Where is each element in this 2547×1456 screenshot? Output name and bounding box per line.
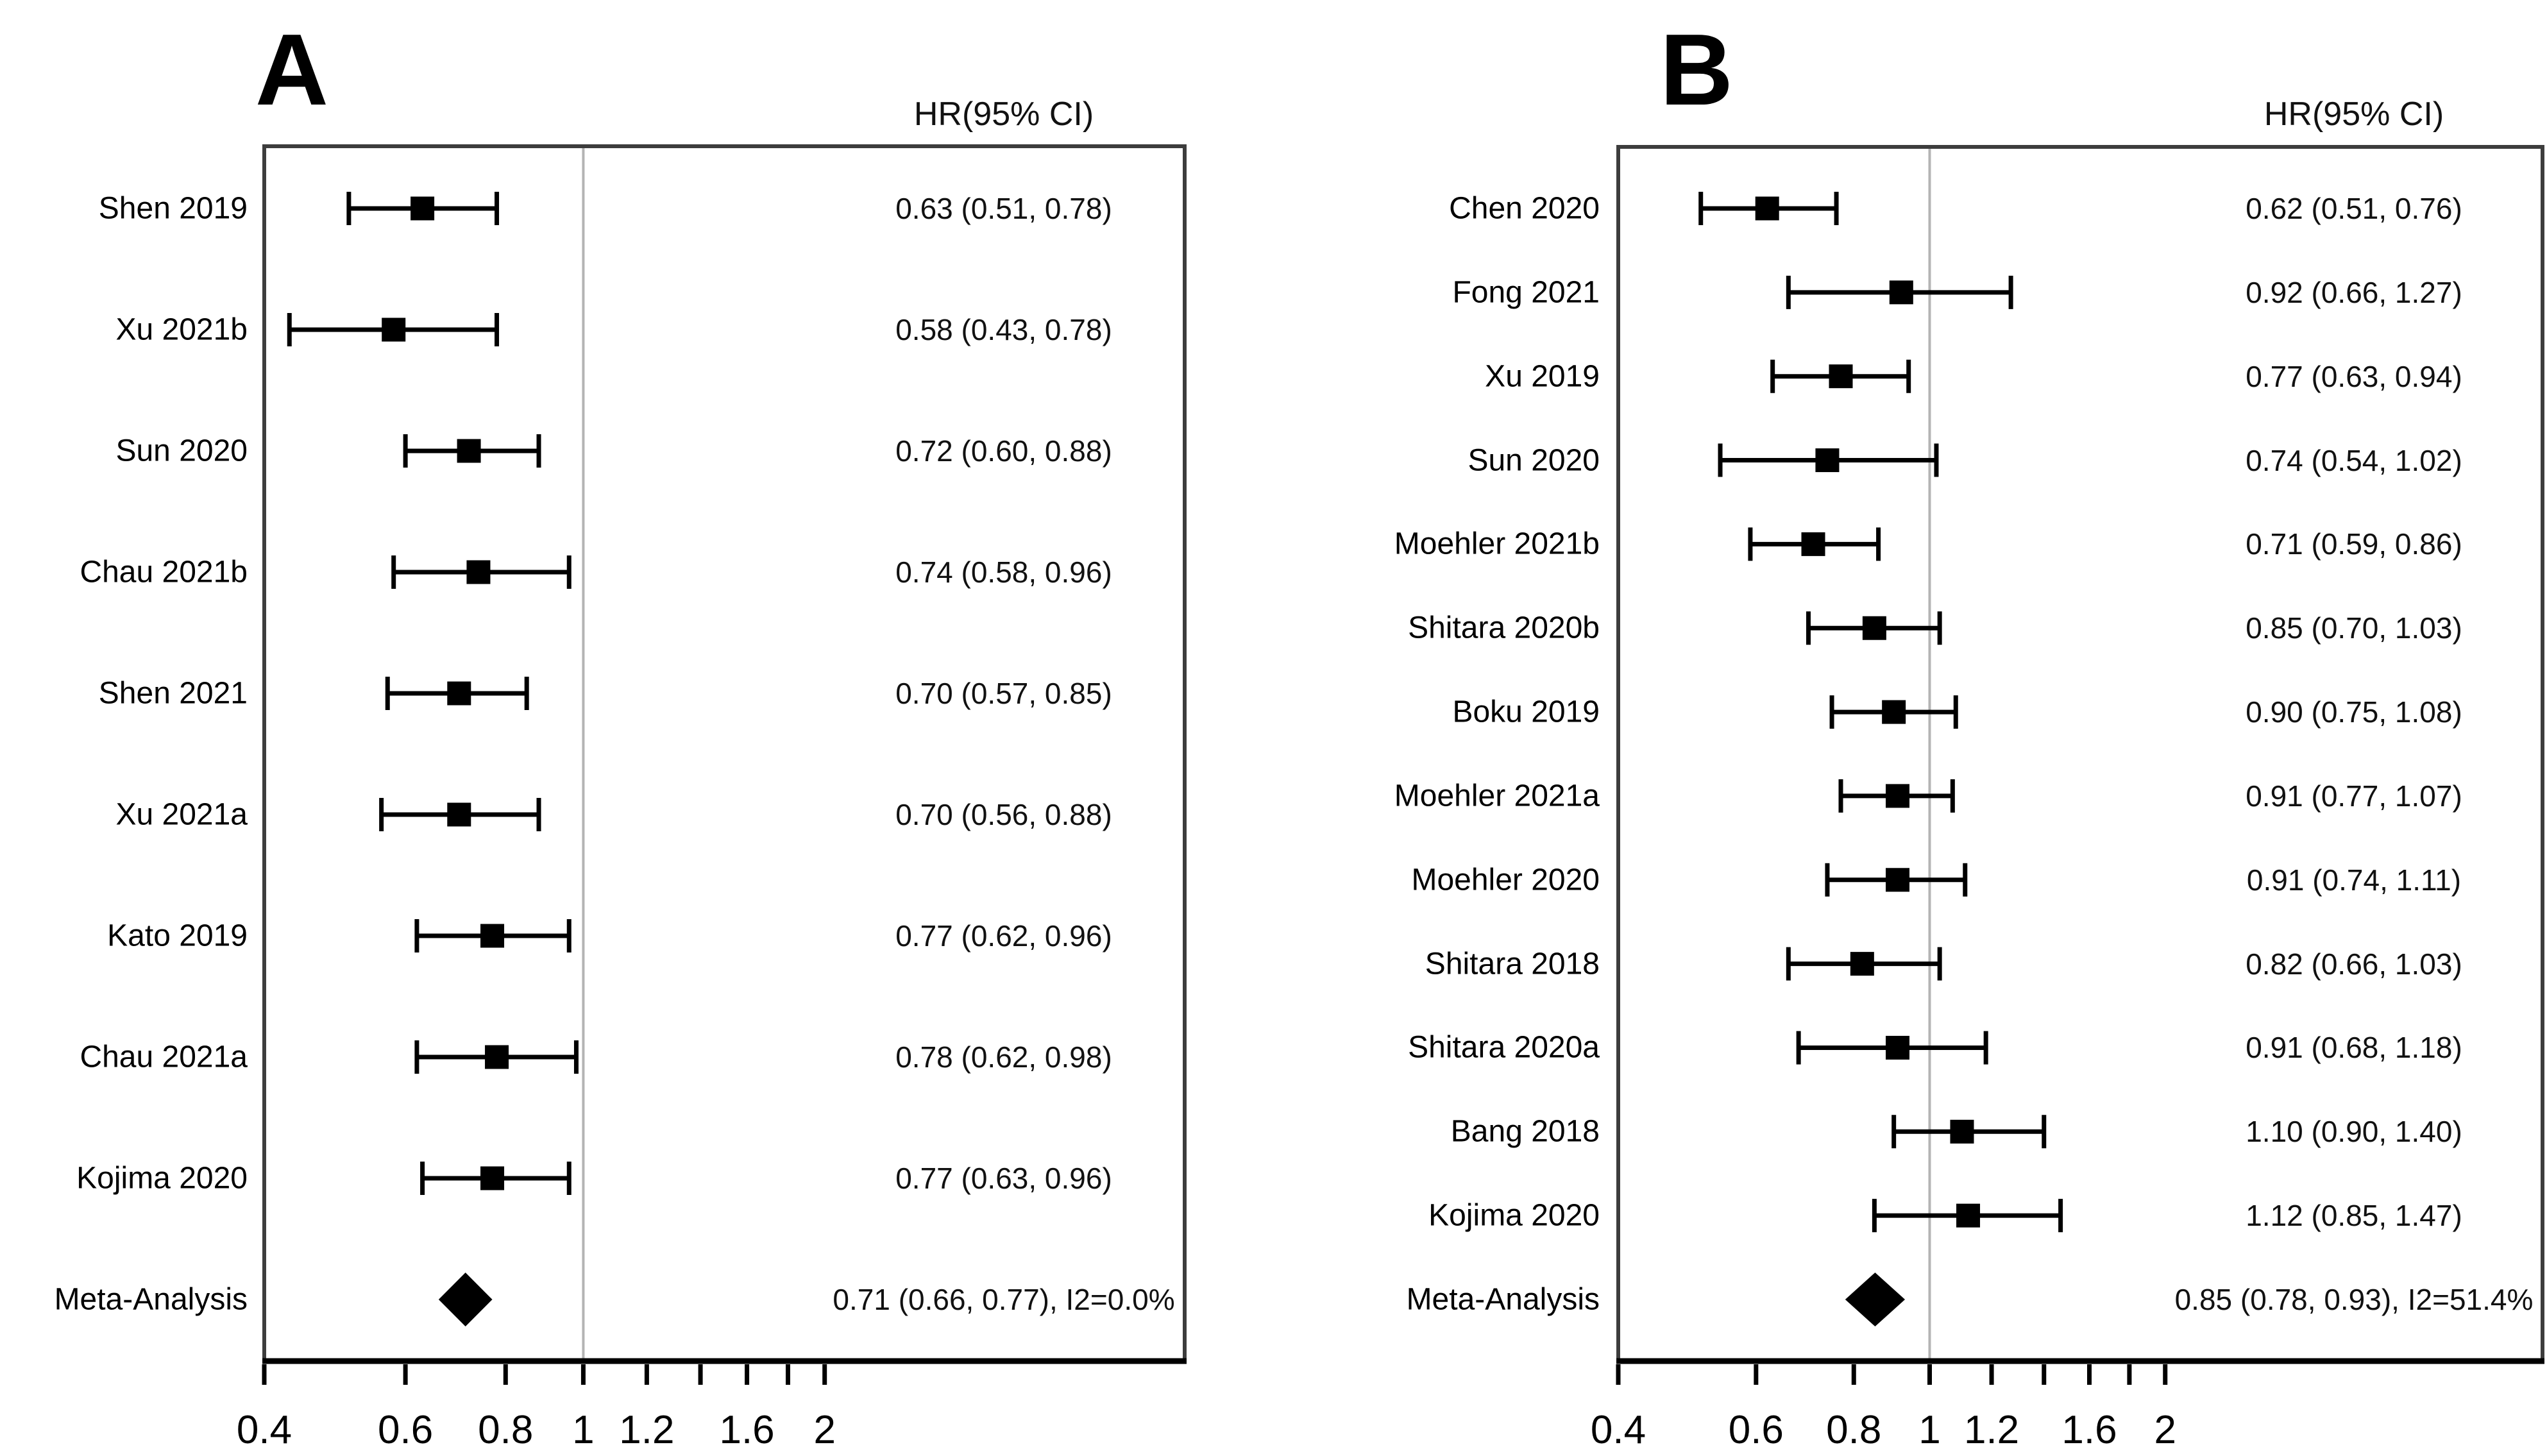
hr-value-label: 1.12 (0.85, 1.47) xyxy=(2246,1199,2462,1233)
axis-tick-label: 1.6 xyxy=(2061,1408,2117,1452)
study-name-label: Xu 2019 xyxy=(1485,359,1600,394)
axis-tick-label: 0.4 xyxy=(236,1408,292,1452)
study-name-label: Shitara 2018 xyxy=(1425,947,1600,981)
hr-value-label: 0.71 (0.59, 0.86) xyxy=(2246,527,2462,561)
study-hr-marker xyxy=(1950,1119,1974,1144)
study-hr-marker xyxy=(480,1166,505,1190)
axis-tick-label: 2 xyxy=(2154,1408,2176,1452)
study-name-label: Shitara 2020b xyxy=(1408,611,1600,645)
study-name-label: Sun 2020 xyxy=(115,434,248,468)
axis-tick-label: 0.6 xyxy=(1728,1408,1784,1452)
hr-value-label: 0.70 (0.57, 0.85) xyxy=(895,677,1112,710)
study-hr-marker xyxy=(466,560,491,584)
hr-value-label: 0.74 (0.58, 0.96) xyxy=(895,555,1112,589)
axis-tick-label: 1.2 xyxy=(619,1408,675,1452)
study-hr-marker xyxy=(485,1045,509,1069)
study-hr-marker xyxy=(1889,280,1913,305)
hr-value-label: 0.77 (0.63, 0.94) xyxy=(2246,359,2462,393)
hr-value-label: 0.90 (0.75, 1.08) xyxy=(2246,695,2462,729)
hr-value-label: 0.58 (0.43, 0.78) xyxy=(895,313,1112,346)
hr-value-label: 0.82 (0.66, 1.03) xyxy=(2246,947,2462,981)
study-hr-marker xyxy=(1882,700,1906,724)
axis-tick-label: 1 xyxy=(1918,1408,1941,1452)
summary-row-label: Meta-Analysis xyxy=(54,1282,248,1317)
study-hr-marker xyxy=(1755,196,1779,221)
study-name-label: Kojima 2020 xyxy=(76,1161,248,1196)
study-hr-marker xyxy=(1801,532,1825,556)
study-name-label: Shen 2019 xyxy=(98,191,248,226)
study-hr-marker xyxy=(447,802,471,827)
study-name-label: Kato 2019 xyxy=(107,918,248,953)
study-hr-marker xyxy=(410,196,435,221)
study-name-label: Moehler 2020 xyxy=(1411,863,1600,897)
hr-value-label: 0.63 (0.51, 0.78) xyxy=(895,192,1112,225)
summary-diamond xyxy=(1845,1273,1906,1326)
study-hr-marker xyxy=(1829,364,1853,389)
axis-tick-label: 1 xyxy=(572,1408,595,1452)
study-name-label: Shen 2021 xyxy=(98,676,248,711)
study-name-label: Bang 2018 xyxy=(1450,1114,1600,1149)
study-name-label: Sun 2020 xyxy=(1468,443,1600,478)
panel-a-letter: A xyxy=(255,13,329,126)
axis-tick-label: 0.8 xyxy=(478,1408,534,1452)
study-hr-marker xyxy=(447,681,471,706)
axis-tick-label: 0.6 xyxy=(378,1408,434,1452)
study-name-label: Boku 2019 xyxy=(1452,695,1600,729)
hr-value-label: 0.77 (0.63, 0.96) xyxy=(895,1162,1112,1195)
study-hr-marker xyxy=(1886,784,1910,808)
study-hr-marker xyxy=(1850,952,1874,976)
panel-a-hr-ci-header: HR(95% CI) xyxy=(913,96,1094,133)
study-name-label: Xu 2021a xyxy=(115,797,248,832)
study-hr-marker xyxy=(1862,616,1886,640)
axis-tick-label: 0.8 xyxy=(1826,1408,1882,1452)
hr-value-label: 0.70 (0.56, 0.88) xyxy=(895,798,1112,831)
hr-value-label: 0.74 (0.54, 1.02) xyxy=(2246,443,2462,477)
hr-value-label: 0.91 (0.68, 1.18) xyxy=(2246,1031,2462,1065)
study-name-label: Chau 2021a xyxy=(80,1040,248,1074)
study-hr-marker xyxy=(382,317,406,342)
panel-b-hr-ci-header: HR(95% CI) xyxy=(2264,96,2444,133)
panel-b-letter: B xyxy=(1659,13,1734,126)
study-hr-marker xyxy=(1886,868,1910,892)
study-hr-marker xyxy=(457,439,481,463)
study-hr-marker xyxy=(1815,448,1840,473)
study-name-label: Chen 2020 xyxy=(1449,191,1600,226)
axis-tick-label: 0.4 xyxy=(1590,1408,1646,1452)
hr-value-label: 0.78 (0.62, 0.98) xyxy=(895,1040,1112,1074)
study-name-label: Fong 2021 xyxy=(1452,275,1600,310)
study-hr-marker xyxy=(1886,1035,1910,1060)
summary-row-label: Meta-Analysis xyxy=(1406,1282,1600,1317)
summary-diamond xyxy=(438,1273,493,1326)
hr-value-label: 0.91 (0.77, 1.07) xyxy=(2246,779,2462,813)
study-name-label: Moehler 2021a xyxy=(1394,779,1600,813)
axis-tick-label: 1.2 xyxy=(1963,1408,2020,1452)
hr-value-label: 0.77 (0.62, 0.96) xyxy=(895,919,1112,952)
study-name-label: Kojima 2020 xyxy=(1428,1198,1600,1233)
hr-value-label: 0.91 (0.74, 1.11) xyxy=(2246,863,2462,897)
study-name-label: Xu 2021b xyxy=(115,312,248,347)
axis-tick-label: 1.6 xyxy=(719,1408,775,1452)
hr-value-label: 0.62 (0.51, 0.76) xyxy=(2246,192,2462,225)
hr-value-label: 0.92 (0.66, 1.27) xyxy=(2246,275,2462,309)
study-name-label: Shitara 2020a xyxy=(1408,1030,1600,1065)
summary-hr-value-label: 0.71 (0.66, 0.77), I2=0.0% xyxy=(833,1283,1175,1316)
hr-value-label: 0.85 (0.70, 1.03) xyxy=(2246,611,2462,645)
study-hr-marker xyxy=(1956,1203,1981,1228)
axis-tick-label: 2 xyxy=(813,1408,836,1452)
study-name-label: Chau 2021b xyxy=(80,555,248,589)
study-name-label: Moehler 2021b xyxy=(1394,527,1600,561)
study-hr-marker xyxy=(480,924,505,948)
hr-value-label: 1.10 (0.90, 1.40) xyxy=(2246,1115,2462,1149)
hr-value-label: 0.72 (0.60, 0.88) xyxy=(895,434,1112,468)
summary-hr-value-label: 0.85 (0.78, 0.93), I2=51.4% xyxy=(2174,1283,2534,1316)
plot-frame xyxy=(1616,145,2544,1363)
